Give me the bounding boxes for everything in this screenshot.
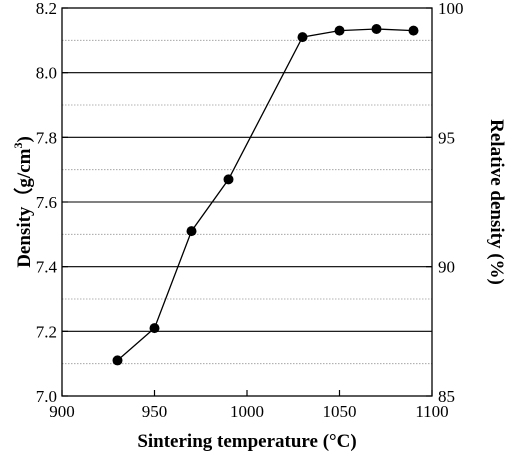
data-point xyxy=(223,174,234,185)
y-tick-label: 8.0 xyxy=(36,64,57,83)
y-tick-label: 7.6 xyxy=(36,193,57,212)
x-tick-label: 1000 xyxy=(230,402,264,421)
x-axis-label: Sintering temperature (°C) xyxy=(137,431,356,452)
series-line xyxy=(117,28,414,361)
x-tick-label: 1100 xyxy=(415,402,448,421)
axis-ticks xyxy=(61,7,433,397)
tick-labels: 7.0 7.2 7.4 7.6 7.8 8.0 8.2 85 90 95 100 900 950 1000… xyxy=(36,0,464,421)
y2-tick-label: 95 xyxy=(438,128,455,147)
y-tick-label: 7.2 xyxy=(36,322,57,341)
x-tick-label: 1050 xyxy=(323,402,357,421)
grid-lines xyxy=(62,39,432,365)
y-axis-label-close: ) xyxy=(14,136,35,142)
y2-axis-label: Relative density (%) xyxy=(486,119,507,285)
data-point xyxy=(371,24,382,35)
data-point xyxy=(297,32,308,43)
data-point xyxy=(112,355,123,366)
x-tick-label: 900 xyxy=(49,402,75,421)
data-point xyxy=(408,25,419,36)
y-tick-label: 7.8 xyxy=(36,128,57,147)
data-points xyxy=(112,24,419,366)
y-axis-label: Density（g/cm3) xyxy=(11,136,35,268)
data-point xyxy=(149,323,160,334)
y2-tick-label: 100 xyxy=(438,0,464,18)
y-tick-label: 7.4 xyxy=(36,258,58,277)
y-axis-label-sup: 3 xyxy=(11,143,25,149)
y2-tick-label: 85 xyxy=(438,387,455,406)
data-point xyxy=(186,226,197,237)
y-axis-label-text: Density（g/cm xyxy=(12,148,35,267)
y2-tick-label: 90 xyxy=(438,258,455,277)
data-point xyxy=(334,25,345,36)
svg-text:Density（g/cm3): Density（g/cm3) xyxy=(11,136,35,268)
y-tick-label: 7.0 xyxy=(36,387,57,406)
x-tick-label: 950 xyxy=(142,402,168,421)
y-tick-label: 8.2 xyxy=(36,0,57,18)
